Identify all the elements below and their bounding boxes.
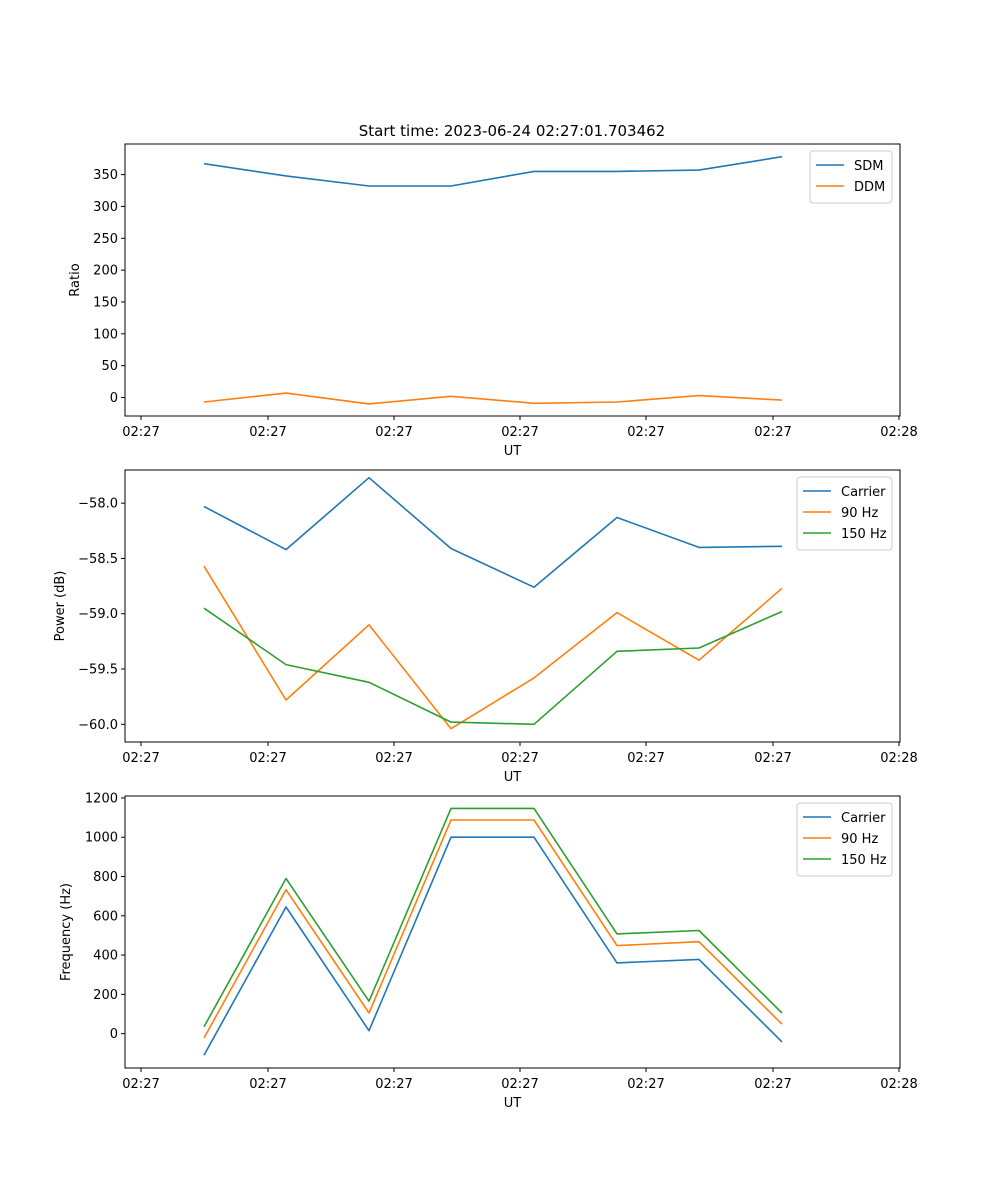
- y-tick-label: −59.0: [78, 607, 118, 622]
- y-tick-label: 0: [110, 1027, 118, 1042]
- y-axis-label: Power (dB): [53, 571, 68, 642]
- legend-label: 150 Hz: [841, 527, 887, 542]
- chart-panel-3: 0 200 400 600 800 1000 1200 02:27 02:27 02:27 02:2…: [59, 791, 918, 1111]
- y-tick-label: 600: [93, 909, 118, 924]
- y-tick-label: 200: [93, 988, 118, 1003]
- legend-label: Carrier: [841, 811, 886, 826]
- x-axis-label: UT: [504, 770, 522, 785]
- y-tick-label: 50: [101, 359, 118, 374]
- y-tick-label: 1200: [85, 791, 118, 806]
- series-line-carrier: [203, 476, 783, 589]
- legend-box: [809, 150, 893, 204]
- x-tick-label: 02:27: [627, 751, 664, 766]
- y-axis-label: Ratio: [68, 263, 83, 296]
- x-tick-label: 02:27: [122, 425, 159, 440]
- y-tick-label: −60.0: [78, 718, 118, 733]
- x-tick-label: 02:27: [122, 751, 159, 766]
- x-tick-label: 02:27: [627, 425, 664, 440]
- legend-box: [796, 476, 893, 551]
- legend-label: SDM: [854, 159, 883, 174]
- legend-label: 90 Hz: [841, 506, 878, 521]
- x-tick-label: 02:27: [249, 751, 286, 766]
- series-line-150-hz: [203, 807, 783, 1028]
- x-tick-label: 02:27: [501, 1077, 538, 1092]
- y-tick-label: 250: [93, 232, 118, 247]
- y-tick-label: 800: [93, 870, 118, 885]
- x-tick-label: 02:27: [122, 1077, 159, 1092]
- series-line-150-hz: [203, 607, 783, 726]
- x-tick-label: 02:27: [754, 751, 791, 766]
- y-tick-label: 350: [93, 168, 118, 183]
- legend-label: DDM: [854, 180, 885, 195]
- axes-frame: [124, 795, 901, 1069]
- legend-label: 150 Hz: [841, 853, 887, 868]
- legend: SDM DDM: [809, 150, 893, 204]
- x-tick-label: 02:27: [375, 1077, 412, 1092]
- y-tick-label: 200: [93, 264, 118, 279]
- series-line-ddm: [203, 392, 783, 405]
- x-tick-label: 02:27: [501, 425, 538, 440]
- legend-label: Carrier: [841, 485, 886, 500]
- x-axis-label: UT: [504, 1096, 522, 1111]
- x-tick-label: 02:27: [249, 425, 286, 440]
- y-tick-label: 100: [93, 327, 118, 342]
- y-tick-label: −58.5: [78, 552, 118, 567]
- series-line-90-hz: [203, 565, 783, 730]
- y-tick-label: 1000: [85, 831, 118, 846]
- axes-frame: [124, 469, 901, 743]
- y-tick-label: −58.0: [78, 497, 118, 512]
- x-tick-label: 02:27: [754, 1077, 791, 1092]
- x-tick-label: 02:27: [249, 1077, 286, 1092]
- axes-frame: [124, 143, 901, 417]
- y-tick-label: 400: [93, 949, 118, 964]
- x-tick-label: 02:28: [880, 1077, 917, 1092]
- x-tick-label: 02:27: [754, 425, 791, 440]
- y-tick-label: −59.5: [78, 663, 118, 678]
- x-tick-label: 02:27: [501, 751, 538, 766]
- x-tick-label: 02:27: [627, 1077, 664, 1092]
- legend-box: [796, 802, 893, 877]
- x-axis-label: UT: [504, 444, 522, 459]
- x-tick-label: 02:27: [375, 751, 412, 766]
- x-tick-label: 02:28: [880, 751, 917, 766]
- chart-panel-1: 0 50 100 150 200 250 300 350 02:27 02:27 02:27 02:2…: [68, 143, 918, 459]
- legend-label: 90 Hz: [841, 832, 878, 847]
- figure-title: Start time: 2023-06-24 02:27:01.703462: [359, 122, 665, 140]
- x-tick-label: 02:27: [375, 425, 412, 440]
- legend: Carrier 90 Hz 150 Hz: [796, 802, 893, 877]
- series-line-carrier: [203, 836, 783, 1056]
- y-tick-label: 300: [93, 200, 118, 215]
- series-line-90-hz: [203, 819, 783, 1039]
- y-tick-label: 150: [93, 295, 118, 310]
- y-axis-label: Frequency (Hz): [59, 883, 74, 981]
- y-tick-label: 0: [110, 391, 118, 406]
- legend: Carrier 90 Hz 150 Hz: [796, 476, 893, 551]
- chart-panel-2: −60.0 −59.5 −59.0 −58.5 −58.0 02:27 02:27 02:27…: [53, 469, 918, 785]
- series-line-sdm: [203, 155, 783, 187]
- x-tick-label: 02:28: [880, 425, 917, 440]
